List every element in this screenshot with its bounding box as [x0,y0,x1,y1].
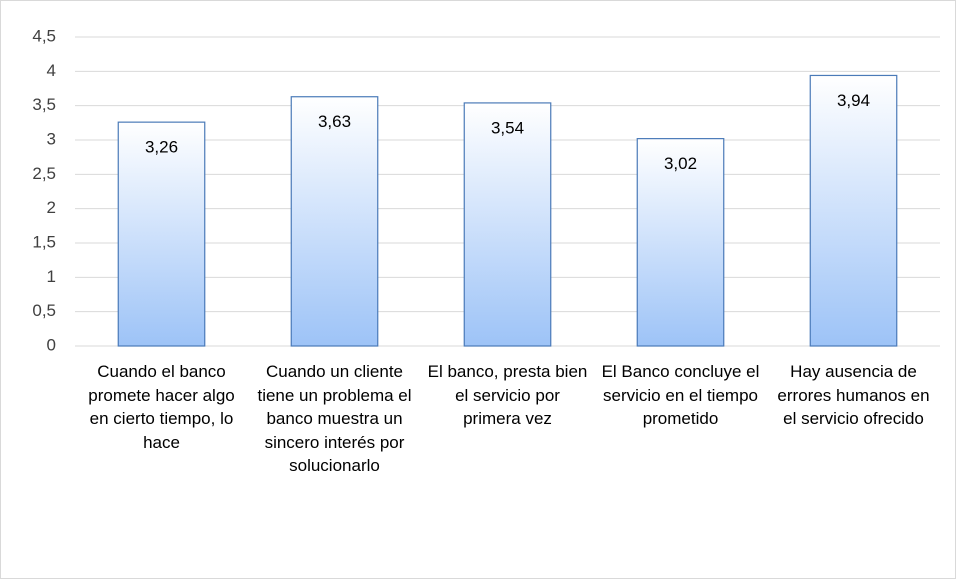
y-tick-label: 3 [47,129,56,148]
data-label: 3,94 [837,91,870,110]
bar [117,121,206,347]
y-tick-label: 4 [47,61,56,80]
y-tick-label: 4,5 [32,26,56,45]
bar [463,102,552,347]
bar [809,74,898,347]
x-tick-label: El Banco concluye el servicio en el tiem… [601,362,760,428]
y-tick-label: 1,5 [32,232,56,251]
y-tick-label: 0 [47,335,56,354]
bar [636,138,725,347]
x-tick-label: Cuando un cliente tiene un problema el b… [257,362,412,475]
y-tick-label: 2,5 [32,164,56,183]
y-tick-label: 2 [47,198,56,217]
bar [290,96,379,347]
data-label: 3,26 [145,138,178,157]
data-label: 3,02 [664,154,697,173]
data-label: 3,54 [491,118,524,137]
x-tick-label: Cuando el banco promete hacer algo en ci… [88,362,235,452]
y-tick-label: 3,5 [32,95,56,114]
data-label: 3,63 [318,112,351,131]
x-tick-label: El banco, presta bien el servicio por pr… [427,362,588,428]
y-tick-label: 1 [47,267,56,286]
x-tick-label: Hay ausencia de errores humanos en el se… [777,362,930,428]
y-tick-label: 0,5 [32,301,56,320]
